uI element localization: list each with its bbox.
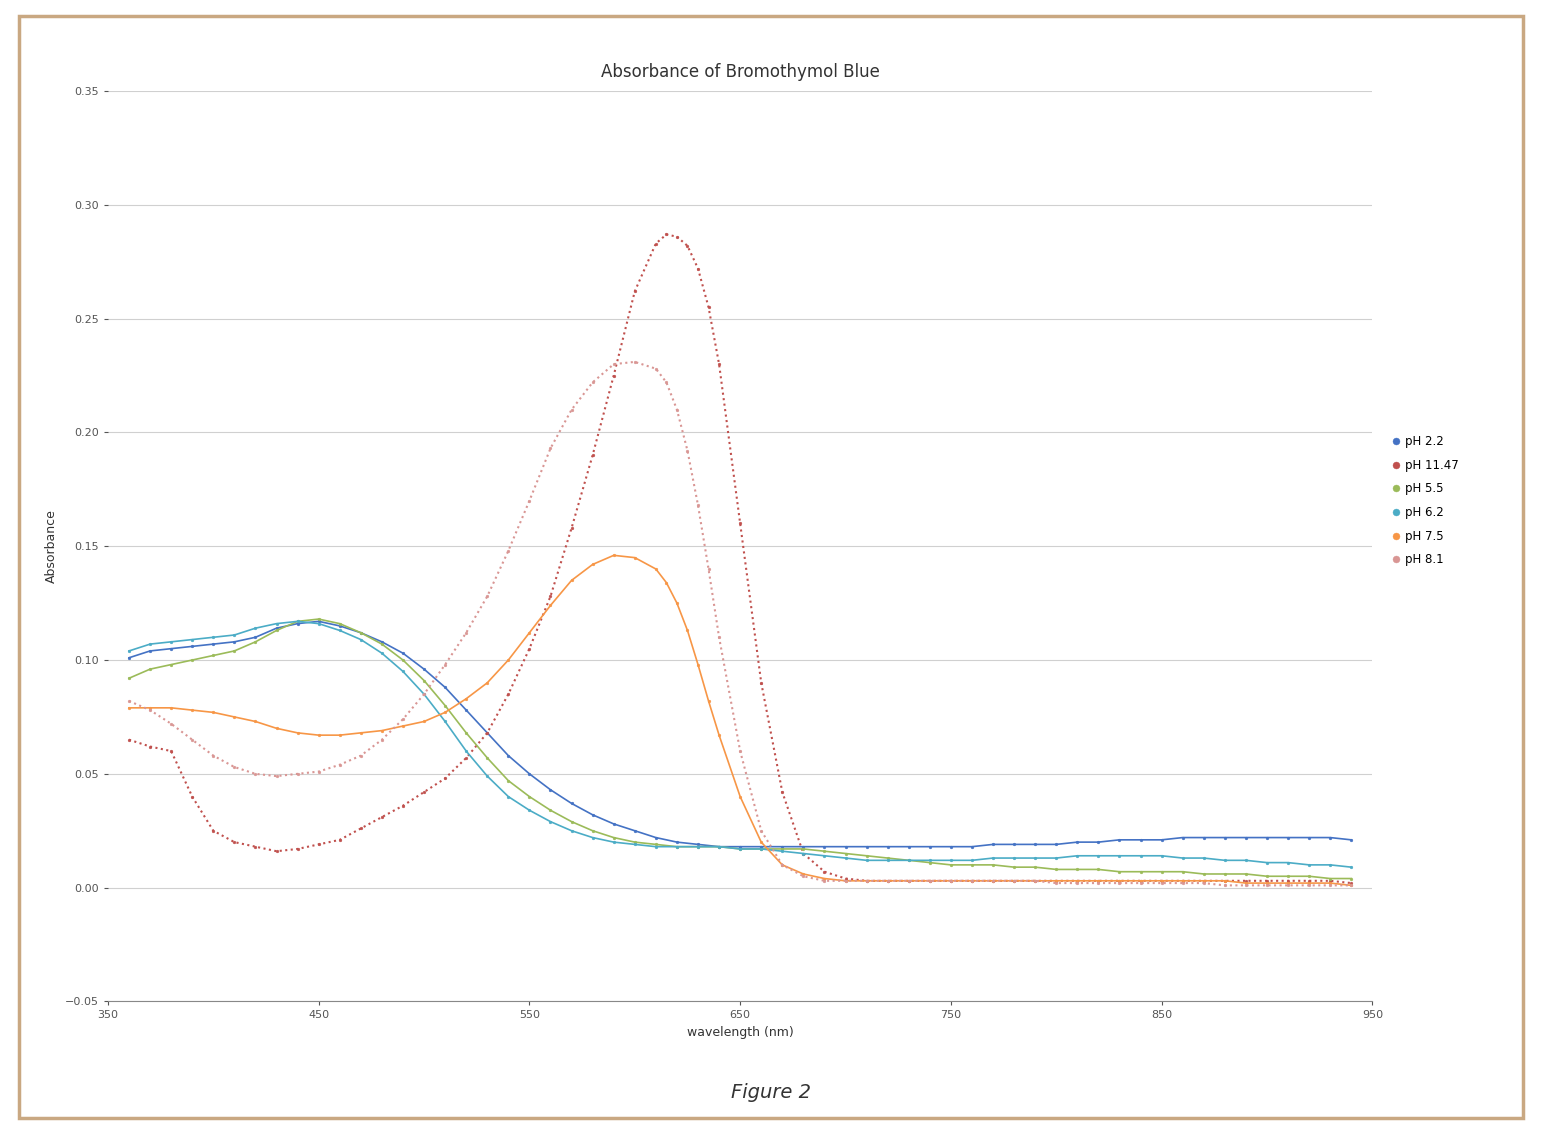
pH 2.2 [1342, 833, 1360, 847]
pH 8.1 [709, 630, 728, 644]
pH 2.2 [247, 630, 265, 644]
Y-axis label: Absorbance: Absorbance [45, 510, 59, 583]
pH 8.1 [1215, 879, 1234, 892]
Line: pH 5.5: pH 5.5 [128, 618, 1352, 880]
Line: pH 8.1: pH 8.1 [128, 361, 1352, 887]
pH 6.2 [330, 624, 348, 637]
pH 11.47 [120, 733, 139, 747]
pH 6.2 [120, 644, 139, 658]
pH 8.1 [373, 733, 392, 747]
pH 7.5 [120, 701, 139, 715]
pH 8.1 [626, 355, 645, 369]
pH 8.1 [857, 874, 876, 888]
pH 5.5 [1342, 872, 1360, 885]
pH 2.2 [330, 619, 348, 633]
pH 2.2 [310, 615, 328, 628]
pH 6.2 [288, 615, 307, 628]
pH 11.47 [1342, 876, 1360, 890]
Text: Figure 2: Figure 2 [731, 1083, 811, 1103]
pH 5.5 [120, 671, 139, 685]
pH 11.47 [225, 835, 244, 849]
pH 6.2 [247, 621, 265, 635]
Line: pH 7.5: pH 7.5 [128, 554, 1352, 887]
pH 8.1 [225, 760, 244, 774]
pH 2.2 [120, 651, 139, 665]
pH 7.5 [604, 549, 623, 562]
pH 8.1 [120, 694, 139, 708]
pH 7.5 [709, 728, 728, 742]
pH 5.5 [773, 842, 791, 856]
pH 11.47 [1195, 874, 1214, 888]
pH 11.47 [373, 810, 392, 824]
pH 6.2 [456, 744, 475, 758]
pH 8.1 [1195, 876, 1214, 890]
pH 7.5 [1195, 874, 1214, 888]
pH 6.2 [1025, 851, 1044, 865]
pH 7.5 [225, 710, 244, 724]
pH 2.2 [794, 840, 813, 854]
pH 8.1 [1342, 879, 1360, 892]
Line: pH 2.2: pH 2.2 [128, 620, 1352, 848]
pH 5.5 [1025, 860, 1044, 874]
pH 7.5 [1342, 879, 1360, 892]
pH 6.2 [773, 844, 791, 858]
pH 6.2 [162, 635, 180, 649]
pH 5.5 [456, 726, 475, 740]
Line: pH 11.47: pH 11.47 [128, 233, 1352, 884]
pH 7.5 [456, 692, 475, 706]
pH 11.47 [657, 228, 675, 241]
pH 5.5 [247, 635, 265, 649]
Legend: pH 2.2, pH 11.47, pH 5.5, pH 6.2, pH 7.5, pH 8.1: pH 2.2, pH 11.47, pH 5.5, pH 6.2, pH 7.5… [1391, 430, 1463, 571]
pH 2.2 [709, 840, 728, 854]
pH 11.47 [709, 357, 728, 371]
pH 2.2 [456, 703, 475, 717]
pH 5.5 [310, 612, 328, 626]
pH 11.47 [857, 874, 876, 888]
pH 5.5 [330, 617, 348, 630]
X-axis label: wavelength (nm): wavelength (nm) [686, 1026, 794, 1039]
pH 2.2 [162, 642, 180, 655]
pH 11.47 [456, 751, 475, 765]
pH 5.5 [162, 658, 180, 671]
pH 6.2 [1342, 860, 1360, 874]
Title: Absorbance of Bromothymol Blue: Absorbance of Bromothymol Blue [601, 63, 879, 81]
pH 7.5 [857, 874, 876, 888]
pH 8.1 [456, 626, 475, 640]
pH 7.5 [373, 724, 392, 737]
pH 5.5 [1321, 872, 1340, 885]
Line: pH 6.2: pH 6.2 [128, 620, 1352, 868]
pH 2.2 [1047, 838, 1066, 851]
